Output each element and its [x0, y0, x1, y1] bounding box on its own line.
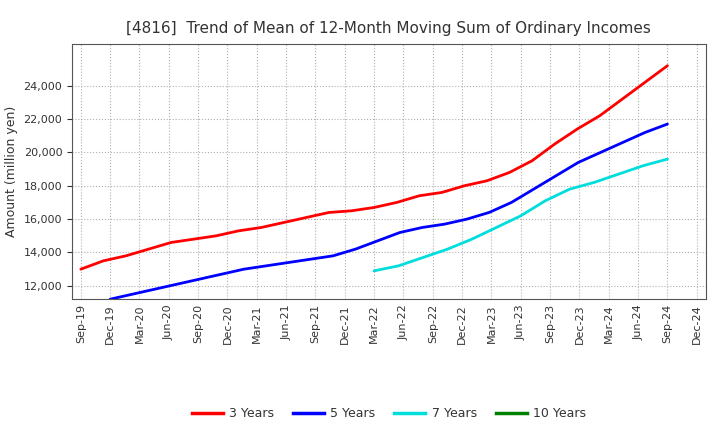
Legend: 3 Years, 5 Years, 7 Years, 10 Years: 3 Years, 5 Years, 7 Years, 10 Years: [186, 403, 591, 425]
Title: [4816]  Trend of Mean of 12-Month Moving Sum of Ordinary Incomes: [4816] Trend of Mean of 12-Month Moving …: [127, 21, 651, 36]
Y-axis label: Amount (million yen): Amount (million yen): [5, 106, 18, 237]
